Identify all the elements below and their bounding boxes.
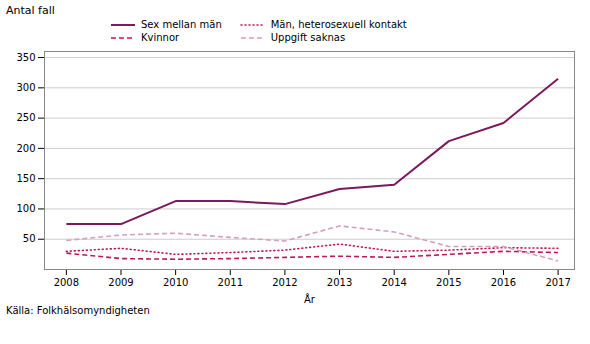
svg-text:2017: 2017 xyxy=(545,277,570,288)
html-text:Män, heterosexuell kontakt: Män, heterosexuell kontakt xyxy=(270,19,407,30)
svg-text:250: 250 xyxy=(16,112,35,123)
html-text:Kvinnor: Kvinnor xyxy=(141,32,180,43)
svg-text:350: 350 xyxy=(16,52,35,63)
svg-text:150: 150 xyxy=(16,173,35,184)
svg-text:100: 100 xyxy=(16,203,35,214)
svg-text:2014: 2014 xyxy=(381,277,406,288)
svg-text:År: År xyxy=(304,293,316,305)
svg-text:2016: 2016 xyxy=(491,277,516,288)
svg-text:200: 200 xyxy=(16,143,35,154)
svg-text:300: 300 xyxy=(16,82,35,93)
svg-text:2008: 2008 xyxy=(54,277,79,288)
svg-text:2015: 2015 xyxy=(436,277,461,288)
svg-text:2013: 2013 xyxy=(327,277,352,288)
html-text:Källa: Folkhälsomyndigheten: Källa: Folkhälsomyndigheten xyxy=(6,305,150,316)
html-text:Uppgift saknas: Uppgift saknas xyxy=(270,32,346,43)
svg-text:2012: 2012 xyxy=(272,277,297,288)
html-text:Antal fall: Antal fall xyxy=(6,4,55,17)
svg-text:50: 50 xyxy=(23,233,36,244)
svg-text:2009: 2009 xyxy=(108,277,133,288)
svg-text:2010: 2010 xyxy=(163,277,188,288)
svg-text:2011: 2011 xyxy=(218,277,243,288)
html-text:Sex mellan män: Sex mellan män xyxy=(141,19,222,30)
